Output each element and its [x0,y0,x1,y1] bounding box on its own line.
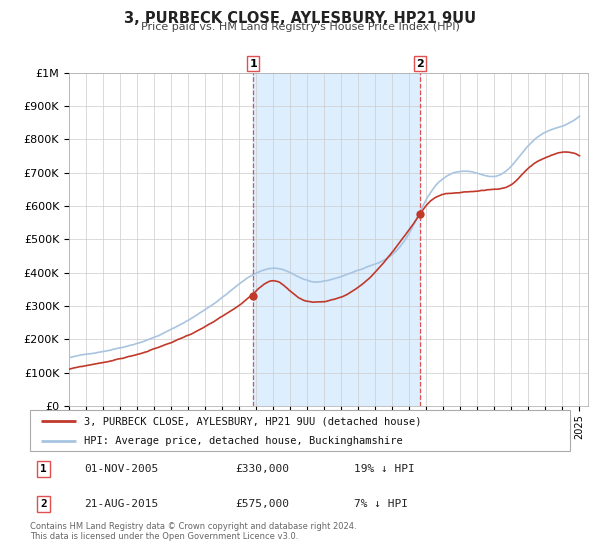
Text: 3, PURBECK CLOSE, AYLESBURY, HP21 9UU: 3, PURBECK CLOSE, AYLESBURY, HP21 9UU [124,11,476,26]
FancyBboxPatch shape [30,410,570,451]
Text: 01-NOV-2005: 01-NOV-2005 [84,464,158,474]
Text: 1: 1 [250,59,257,69]
Text: 21-AUG-2015: 21-AUG-2015 [84,499,158,509]
Text: 3, PURBECK CLOSE, AYLESBURY, HP21 9UU (detached house): 3, PURBECK CLOSE, AYLESBURY, HP21 9UU (d… [84,417,421,426]
Text: HPI: Average price, detached house, Buckinghamshire: HPI: Average price, detached house, Buck… [84,436,403,446]
Text: Price paid vs. HM Land Registry's House Price Index (HPI): Price paid vs. HM Land Registry's House … [140,22,460,32]
Bar [253,73,421,406]
Text: £330,000: £330,000 [235,464,289,474]
Text: 2: 2 [40,499,47,509]
Text: 7% ↓ HPI: 7% ↓ HPI [354,499,408,509]
Text: 19% ↓ HPI: 19% ↓ HPI [354,464,415,474]
Text: 1: 1 [40,464,47,474]
Text: 2: 2 [416,59,424,69]
Text: Contains HM Land Registry data © Crown copyright and database right 2024.
This d: Contains HM Land Registry data © Crown c… [30,522,356,542]
Text: £575,000: £575,000 [235,499,289,509]
